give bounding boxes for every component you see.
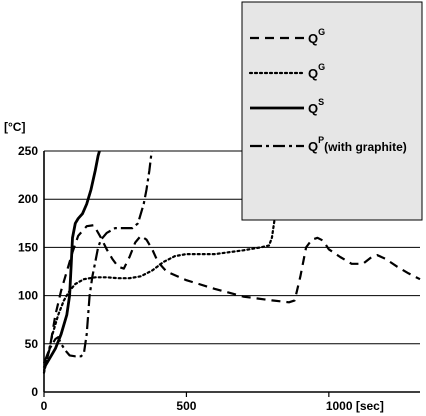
legend-label: QP(with graphite) (308, 135, 407, 154)
y-tick-label: 200 (18, 192, 38, 206)
legend-label: QG (308, 62, 325, 81)
y-tick-label: 0 (31, 385, 38, 399)
legend-label-superscript: S (318, 97, 324, 107)
legend-label-superscript: P (318, 135, 324, 145)
series-line-dashed (42, 224, 421, 372)
y-axis-label: [°C] (4, 120, 25, 134)
x-ticks: 0 500 1000 [sec] (41, 392, 384, 413)
y-tick-label: 250 (18, 144, 38, 158)
legend-box (241, 1, 423, 221)
series-line-dashdot (42, 150, 153, 364)
legend-label: QG (308, 27, 325, 46)
y-tick-label: 100 (18, 289, 38, 303)
legend-label-tail: (with graphite) (324, 140, 407, 154)
legend-label-base: Q (308, 101, 318, 116)
x-tick-label: 1000 [sec] (326, 399, 384, 413)
y-ticks: 0 50 100 150 200 250 (18, 144, 38, 399)
series-line-solid (42, 150, 101, 369)
x-tick-label: 0 (41, 399, 48, 413)
legend-label-base: Q (308, 139, 318, 154)
legend-label: QS (308, 97, 324, 116)
legend-label-base: Q (308, 66, 318, 81)
x-tick-label: 500 (176, 399, 196, 413)
legend-label-base: Q (308, 31, 318, 46)
y-tick-label: 150 (18, 240, 38, 254)
y-tick-label: 50 (25, 337, 39, 351)
legend-label-superscript: G (318, 27, 325, 37)
legend-label-superscript: G (318, 62, 325, 72)
axes: [°C] (4, 120, 420, 393)
